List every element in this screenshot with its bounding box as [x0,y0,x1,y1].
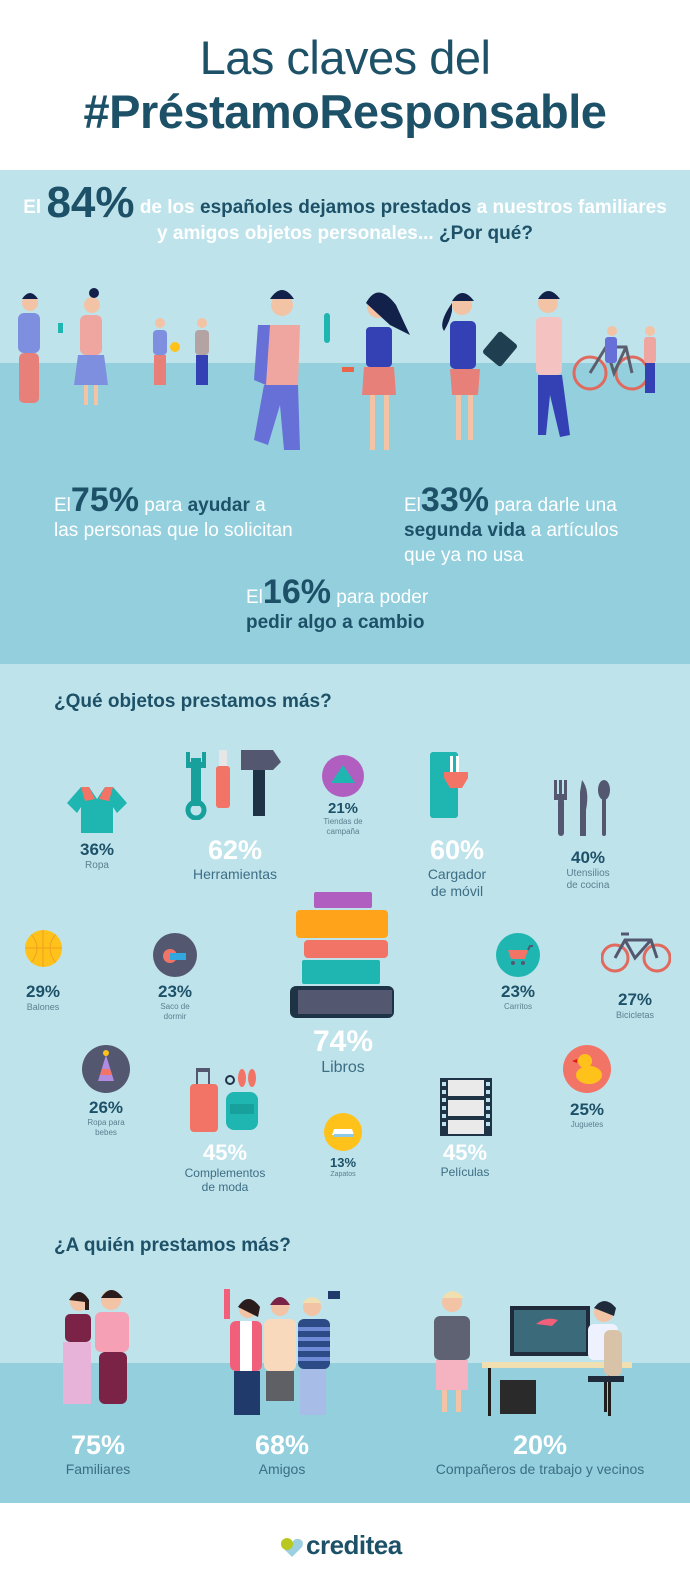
object-complementos: 45% Complementos de moda [184,1140,266,1194]
footer [0,1503,690,1595]
books-icon [290,892,394,1018]
sleeping-bag-icon [153,933,197,977]
title-line-2: #PréstamoResponsable [83,85,607,138]
whom-familiares: 75% Familiares [65,1430,131,1477]
people-sharing-illustration [18,288,656,450]
intro-statement: El 84% de los españoles dejamos prestado… [23,178,667,245]
object-bicicletas: 27% Bicicletas [615,990,654,1020]
cutlery-icon [554,780,610,836]
header [0,0,690,170]
film-icon [440,1078,492,1136]
whom-amigos: 68% Amigos [254,1430,310,1477]
object-utensilios: 40% Utensilios de cocina [566,848,610,891]
whom-companeros: 20% Compañeros de trabajo y vecinos [435,1430,645,1477]
object-saco-dormir: 23% Saco de dormir [157,982,193,1021]
object-carritos: 23% Carritos [500,982,536,1011]
reason-second-life-percent: 33% [420,481,489,519]
bicycle-icon [601,932,671,973]
object-libros: 74% Libros [312,1025,374,1076]
duck-icon [563,1045,611,1093]
luggage-icon [190,1068,258,1132]
tools-icon [185,750,281,820]
reason-second-life: El33% para darle una segunda vida a artí… [404,481,619,566]
object-tiendas: 21% Tiendas de campaña [323,800,363,836]
tent-icon [322,755,364,797]
object-balones: 29% Balones [25,982,61,1012]
object-herramientas: 62% Herramientas [192,835,278,882]
shoe-icon [324,1113,362,1151]
object-zapatos: 13% Zapatos [329,1155,357,1178]
reason-exchange: El16% para poder pedir algo a cambio [246,573,429,633]
ball-icon [25,930,62,967]
creditea-logo-text: creditea [306,1530,402,1560]
object-ropa-bebes: 26% Ropa para bebes [87,1098,125,1137]
objects-heading: ¿Qué objetos prestamos más? [54,691,332,712]
family-illustration [63,1290,129,1404]
cart-icon [496,933,540,977]
object-peliculas: 45% Películas [440,1140,490,1179]
object-cargador: 60% Cargador de móvil [427,835,487,899]
reason-help: El75% para ayudar a las personas que lo … [54,481,293,541]
title-line-1: Las claves del [199,31,491,84]
friends-illustration [224,1289,340,1415]
reason-exchange-percent: 16% [262,573,331,611]
creditea-logo-icon [281,1538,303,1557]
tshirt-icon [67,787,127,833]
intro-percent: 84% [46,178,135,227]
charger-icon [430,752,468,818]
object-juguetes: 25% Juguetes [569,1100,605,1129]
reason-help-percent: 75% [70,481,139,519]
party-hat-icon [82,1045,130,1093]
why-section-band [0,363,690,664]
whom-heading: ¿A quién prestamos más? [54,1235,291,1256]
object-ropa: 36% Ropa [79,840,115,871]
coworkers-illustration [434,1291,632,1416]
